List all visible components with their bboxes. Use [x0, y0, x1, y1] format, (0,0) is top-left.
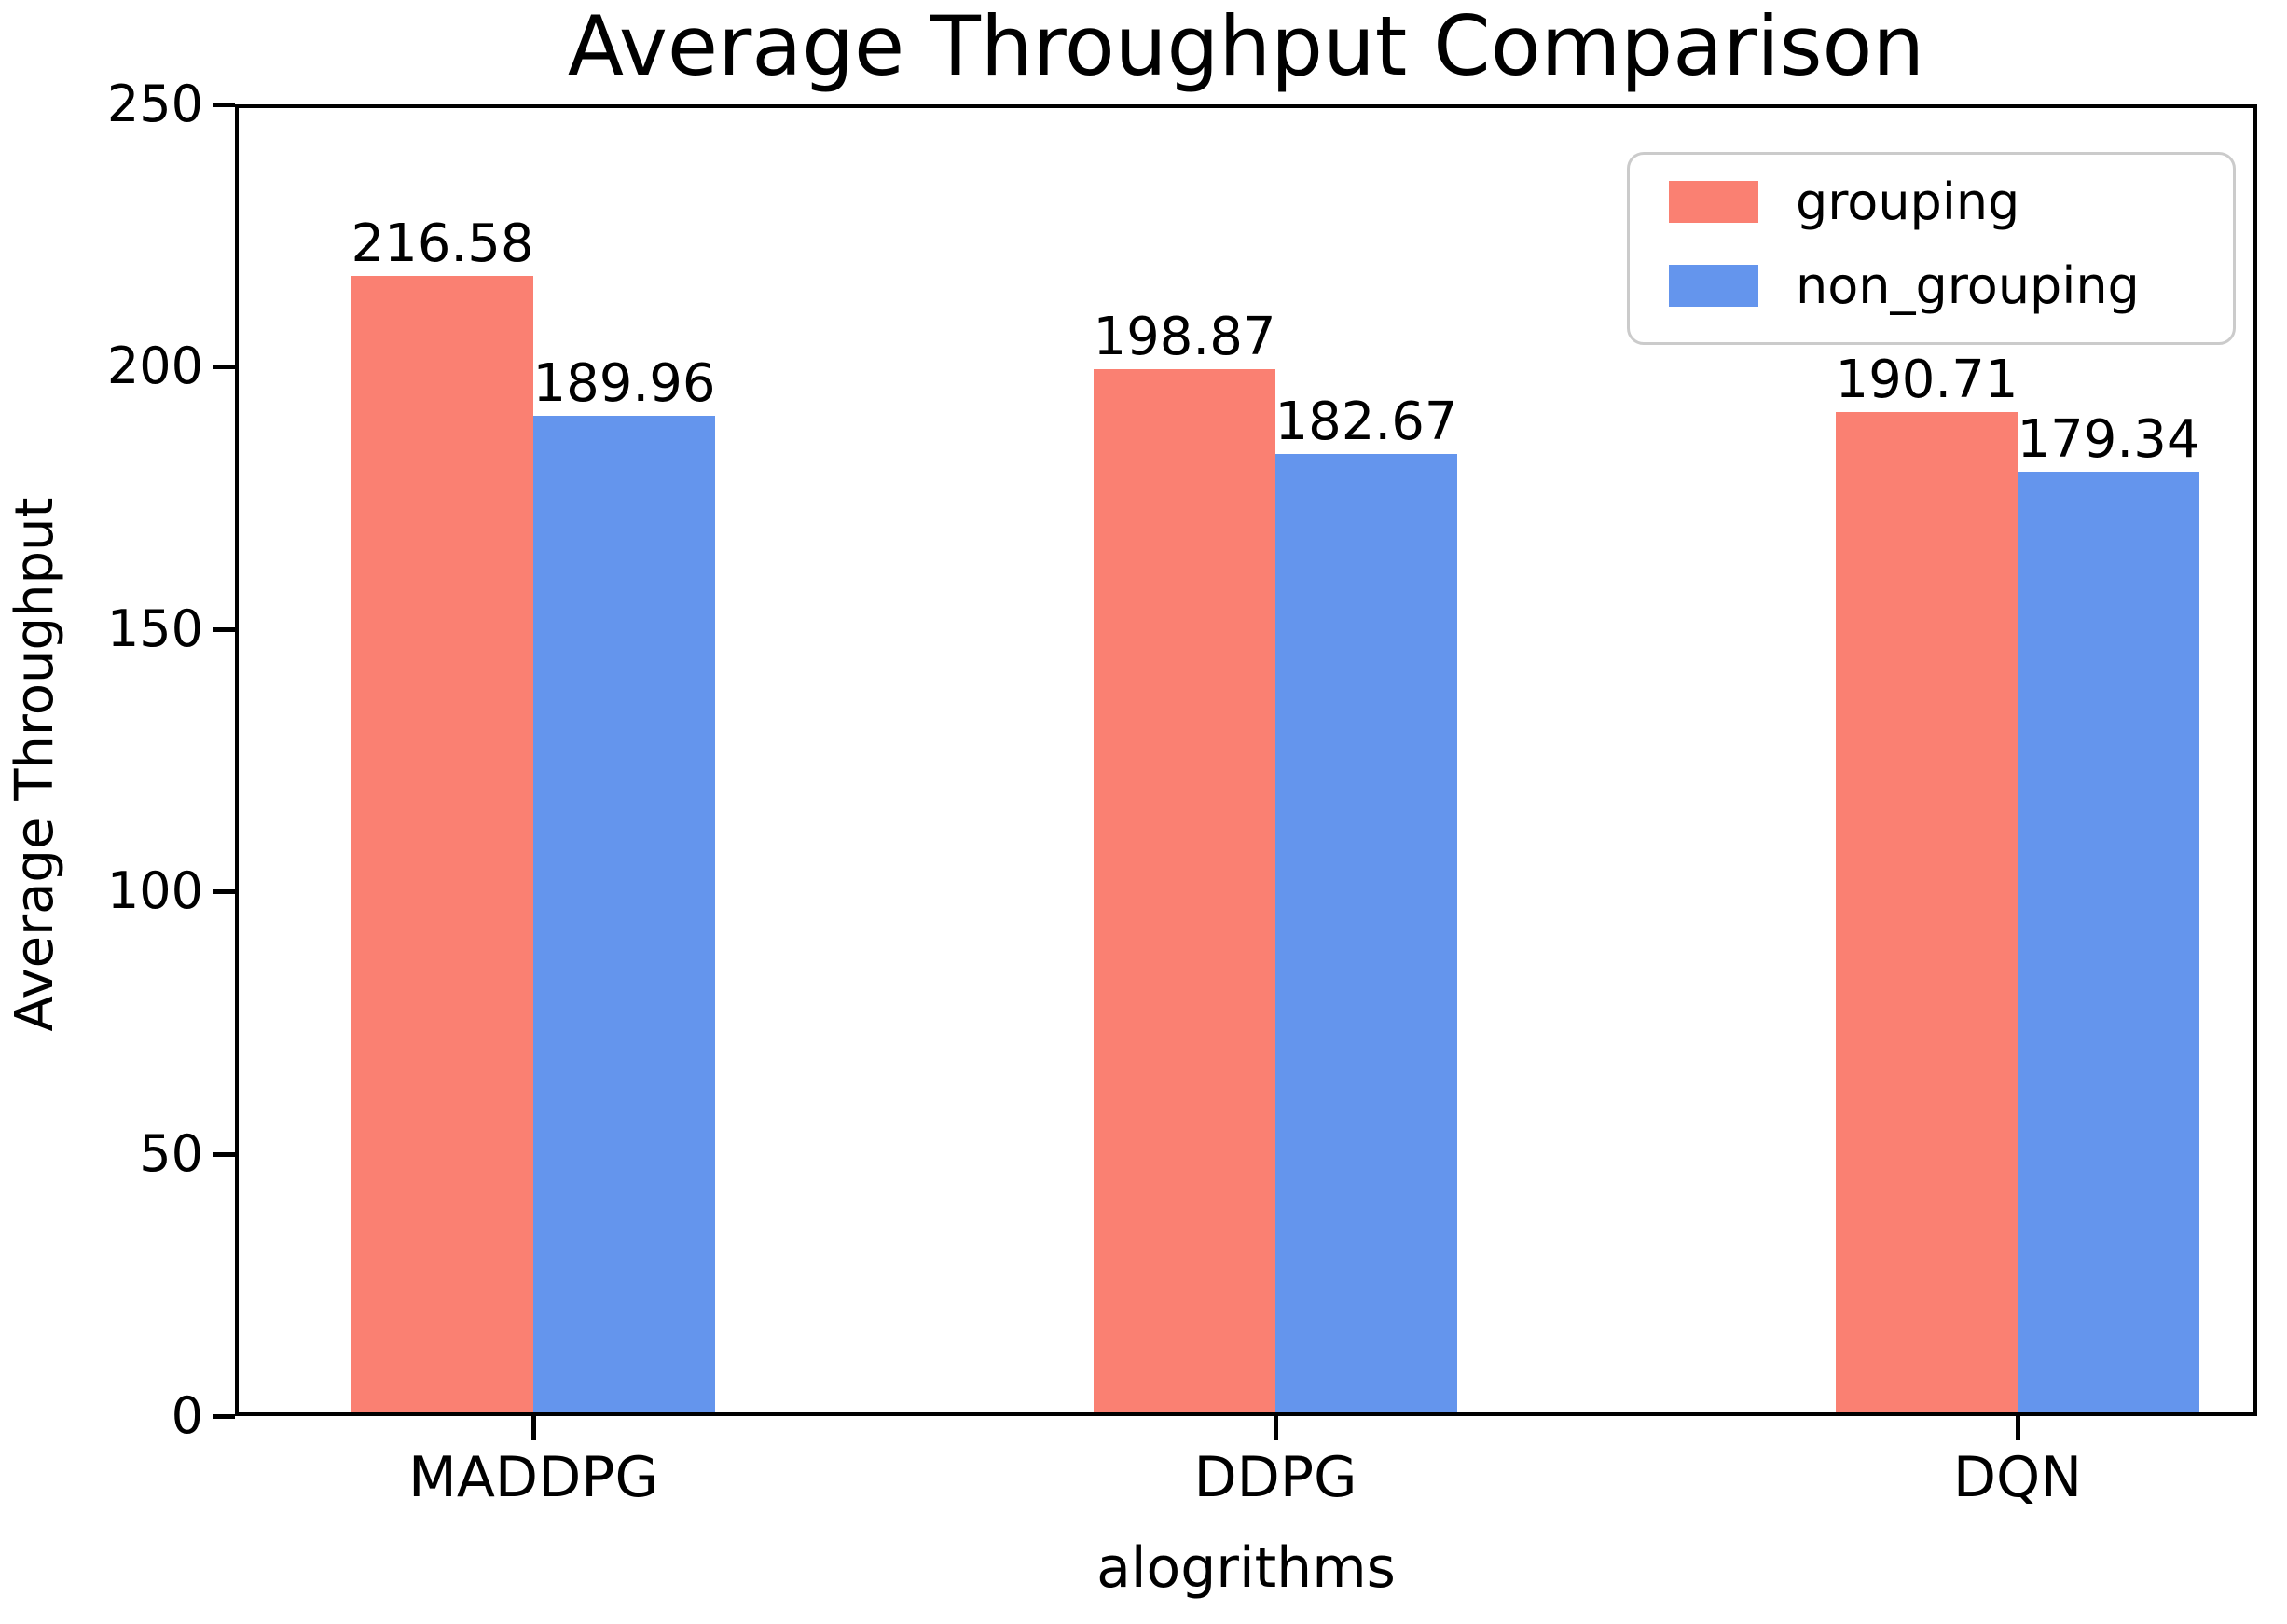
y-axis-tick — [213, 889, 235, 894]
bar-non_grouping-MADDPG — [533, 416, 715, 1412]
legend-label: non_grouping — [1796, 255, 2140, 315]
legend-entry-non_grouping: non_grouping — [1669, 260, 2233, 310]
bar-non_grouping-DQN — [2018, 472, 2199, 1412]
y-axis-label: Average Throughput — [5, 497, 65, 1032]
x-axis-tick-label-MADDPG: MADDPG — [408, 1445, 658, 1510]
y-axis-tick-label: 50 — [139, 1124, 203, 1183]
chart-title: Average Throughput Comparison — [567, 0, 1925, 94]
legend-swatch-grouping — [1669, 181, 1758, 223]
bar-grouping-DQN — [1836, 412, 2018, 1412]
y-axis-tick-label: 100 — [106, 861, 203, 920]
bar-value-label: 189.96 — [532, 353, 716, 414]
x-axis-tick-label-DDPG: DDPG — [1193, 1445, 1357, 1510]
x-axis-tick — [2016, 1416, 2020, 1440]
x-axis-tick — [1274, 1416, 1278, 1440]
legend-entry-grouping: grouping — [1669, 176, 2233, 227]
legend-swatch-non_grouping — [1669, 265, 1758, 307]
y-axis-tick — [213, 365, 235, 369]
bar-value-label: 198.87 — [1093, 307, 1276, 367]
bar-grouping-MADDPG — [351, 276, 533, 1412]
y-axis-tick-label: 150 — [106, 599, 203, 658]
y-axis-tick — [213, 1414, 235, 1419]
y-axis-tick — [213, 627, 235, 632]
y-axis-tick-label: 200 — [106, 337, 203, 395]
x-axis-tick-label-DQN: DQN — [1952, 1445, 2083, 1510]
bar-value-label: 179.34 — [2017, 409, 2200, 470]
bar-value-label: 216.58 — [351, 213, 534, 274]
y-axis-tick-label: 0 — [171, 1386, 203, 1445]
x-axis-label: alogrithms — [1096, 1535, 1396, 1601]
x-axis-tick — [531, 1416, 536, 1440]
bar-value-label: 182.67 — [1274, 392, 1458, 452]
y-axis-tick-label: 250 — [106, 75, 203, 133]
y-axis-tick — [213, 1152, 235, 1157]
legend: grouping non_grouping — [1627, 152, 2236, 345]
bar-value-label: 190.71 — [1835, 350, 2018, 410]
bar-grouping-DDPG — [1094, 369, 1275, 1412]
bar-non_grouping-DDPG — [1275, 454, 1457, 1412]
legend-label: grouping — [1796, 172, 2020, 231]
y-axis-tick — [213, 103, 235, 107]
